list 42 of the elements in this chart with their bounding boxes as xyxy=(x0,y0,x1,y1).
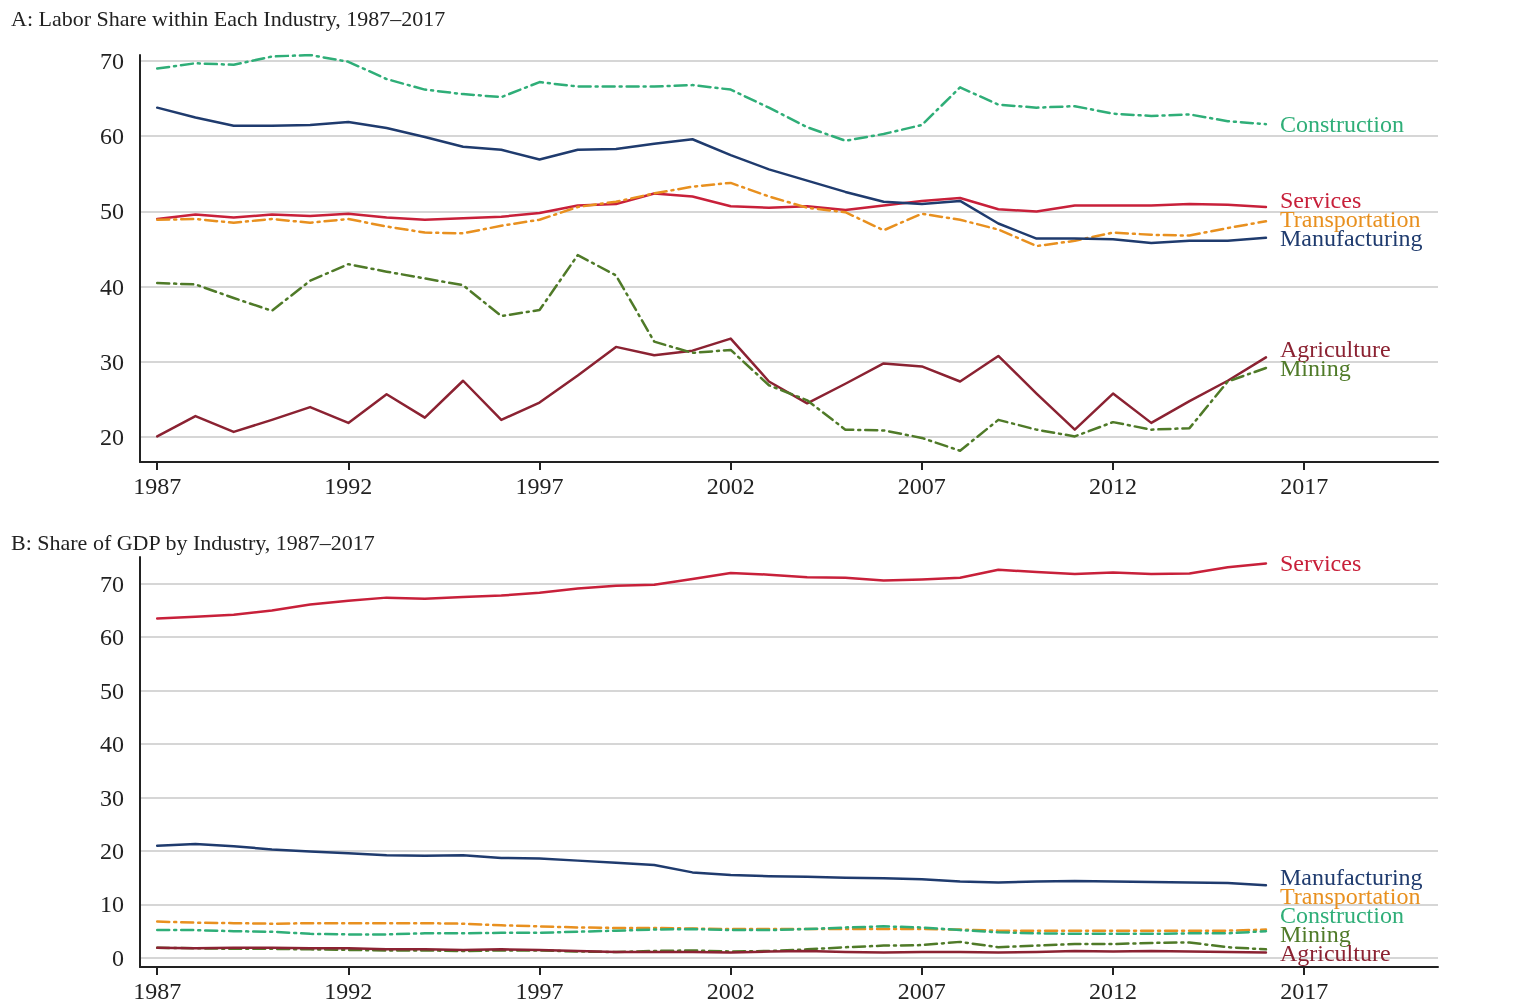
line-series xyxy=(155,562,1268,620)
line-series xyxy=(155,253,1268,452)
series-label: Construction xyxy=(1279,111,1404,138)
y-tick-label: 50 xyxy=(100,198,124,225)
y-tick-label: 70 xyxy=(100,570,124,597)
y-tick-label: 20 xyxy=(100,838,124,864)
x-tick-label: 1987 xyxy=(133,473,182,499)
x-tick-label: 2007 xyxy=(897,978,946,1003)
line-series xyxy=(155,53,1268,143)
x-tick-label: 1997 xyxy=(515,978,564,1003)
y-tick-label: 0 xyxy=(112,944,124,971)
line-series xyxy=(155,106,1268,245)
x-tick-label: 2012 xyxy=(1089,978,1138,1003)
x-tick-label: 2012 xyxy=(1089,473,1138,499)
x-tick-label: 2002 xyxy=(706,473,755,499)
x-tick-label: 1997 xyxy=(515,473,564,499)
x-tick-label: 2007 xyxy=(897,473,946,499)
y-tick-label: 40 xyxy=(100,731,124,758)
x-tick-label: 2017 xyxy=(1280,978,1329,1003)
y-tick-label: 50 xyxy=(100,677,124,704)
line-series xyxy=(155,925,1268,936)
y-tick-label: 10 xyxy=(100,891,124,918)
chart-title: A: Labor Share within Each Industry, 1987–2017 xyxy=(11,5,446,31)
y-tick-label: 20 xyxy=(100,424,124,451)
line-series xyxy=(155,337,1268,438)
line-series xyxy=(155,181,1268,248)
y-tick-label: 40 xyxy=(100,273,124,300)
x-tick-label: 1992 xyxy=(324,473,373,499)
chart-title: B: Share of GDP by Industry, 1987–2017 xyxy=(11,529,375,555)
y-tick-label: 60 xyxy=(100,624,124,651)
line-series xyxy=(155,920,1268,932)
line-series xyxy=(155,192,1268,222)
y-tick-label: 30 xyxy=(100,784,124,811)
line-series xyxy=(155,842,1268,887)
x-tick-label: 2002 xyxy=(706,978,755,1003)
y-tick-label: 30 xyxy=(100,348,124,375)
x-tick-label: 1987 xyxy=(133,978,182,1003)
y-tick-label: 60 xyxy=(100,123,124,150)
x-tick-label: 1992 xyxy=(324,978,373,1003)
x-tick-label: 2017 xyxy=(1280,473,1329,499)
series-label: Services xyxy=(1279,550,1362,577)
y-tick-label: 70 xyxy=(100,48,124,75)
